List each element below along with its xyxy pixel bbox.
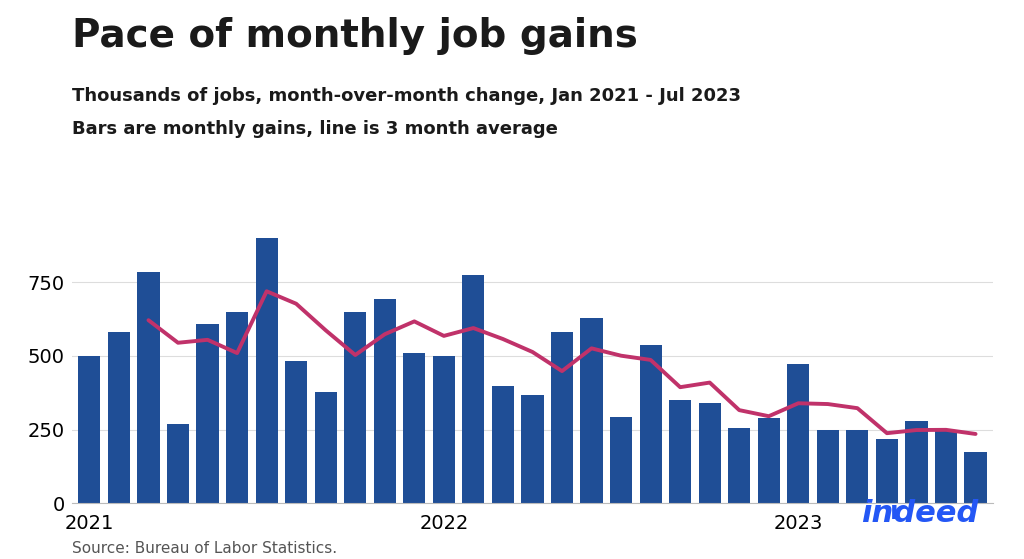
Bar [669, 400, 691, 503]
Text: Source: Bureau of Labor Statistics.: Source: Bureau of Labor Statistics. [72, 541, 337, 556]
Bar [551, 333, 573, 503]
Bar [167, 424, 189, 503]
Bar [314, 392, 337, 503]
Bar [640, 345, 662, 503]
Bar [78, 356, 100, 503]
Bar [433, 356, 455, 503]
Bar [905, 421, 928, 503]
Bar [846, 430, 868, 503]
Bar [137, 272, 160, 503]
Bar [197, 324, 219, 503]
Bar [817, 430, 839, 503]
Text: Bars are monthly gains, line is 3 month average: Bars are monthly gains, line is 3 month … [72, 120, 557, 138]
Text: Pace of monthly job gains: Pace of monthly job gains [72, 17, 638, 55]
Bar [492, 386, 514, 503]
Text: indeed: indeed [860, 499, 978, 528]
Bar [462, 275, 484, 503]
Text: ı: ı [890, 500, 898, 524]
Bar [758, 418, 780, 503]
Text: Thousands of jobs, month-over-month change, Jan 2021 - Jul 2023: Thousands of jobs, month-over-month chan… [72, 87, 740, 105]
Bar [787, 364, 809, 503]
Bar [344, 312, 367, 503]
Bar [374, 299, 396, 503]
Bar [728, 428, 751, 503]
Bar [285, 361, 307, 503]
Bar [226, 312, 248, 503]
Bar [521, 395, 544, 503]
Bar [581, 318, 603, 503]
Bar [108, 333, 130, 503]
Bar [876, 439, 898, 503]
Bar [256, 238, 278, 503]
Bar [698, 403, 721, 503]
Bar [403, 353, 425, 503]
Bar [935, 429, 957, 503]
Bar [965, 452, 987, 503]
Bar [610, 417, 632, 503]
